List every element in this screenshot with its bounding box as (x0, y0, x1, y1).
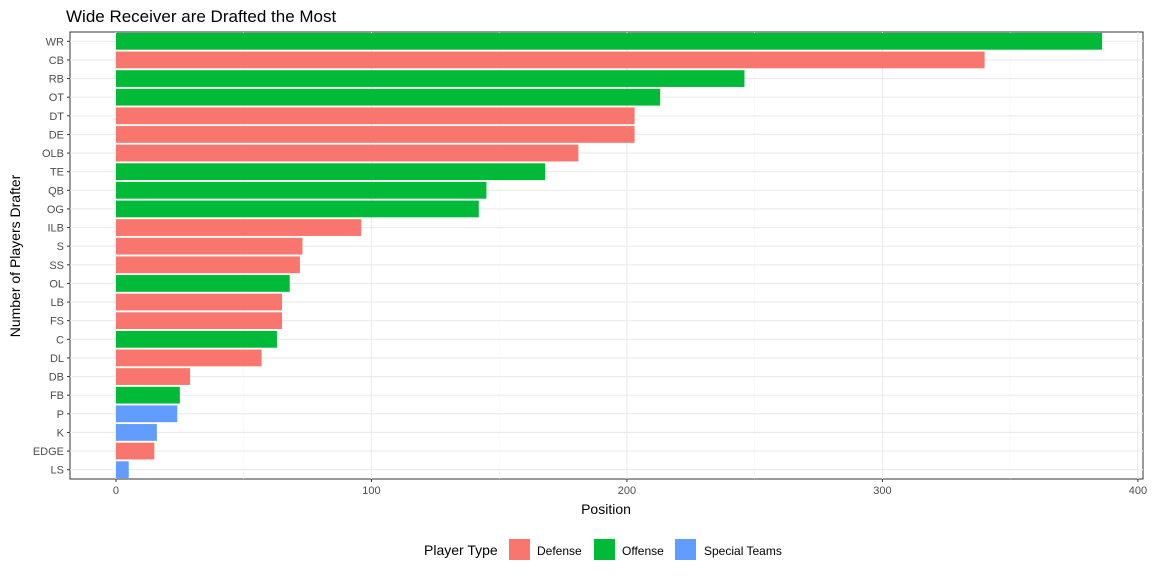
bar-og (115, 200, 479, 218)
bar-wr (115, 32, 1103, 50)
bar-ss (115, 256, 300, 274)
bar-ot (115, 88, 661, 106)
y-tick-label: C (56, 334, 64, 346)
chart-title: Wide Receiver are Drafted the Most (66, 7, 336, 26)
legend-label: Defense (537, 544, 582, 558)
bar-lb (115, 293, 283, 311)
bar-qb (115, 181, 487, 199)
y-tick-label: K (57, 427, 65, 439)
bar-de (115, 126, 635, 143)
y-tick-label: OG (47, 204, 64, 216)
y-tick-label: CB (49, 55, 64, 67)
legend-key-defense (509, 539, 530, 560)
bar-dt (115, 107, 635, 125)
y-tick-label: OT (49, 92, 65, 104)
bars (115, 32, 1103, 479)
y-tick-label: LB (51, 297, 64, 309)
x-axis-title: Position (581, 501, 631, 517)
legend: Player Type Defense Offense Special Teams (424, 539, 782, 560)
bar-ls (115, 461, 129, 479)
y-tick-label: FB (50, 390, 64, 402)
y-tick-label: DE (49, 129, 64, 141)
y-tick-label: WR (46, 36, 64, 48)
bar-ol (115, 275, 290, 292)
plot-panel (69, 31, 1144, 480)
y-tick-label: FS (50, 316, 64, 328)
bar-s (115, 237, 303, 255)
bar-edge (115, 442, 155, 460)
bar-dl (115, 349, 262, 367)
y-tick-label: EDGE (33, 446, 64, 458)
y-tick-label: RB (49, 74, 64, 86)
x-tick-label: 0 (113, 485, 119, 497)
bar-olb (115, 144, 579, 162)
x-tick-label: 400 (1129, 485, 1147, 497)
legend-key-offense (594, 539, 615, 560)
y-tick-label: DB (49, 372, 64, 384)
x-axis: 0 100 200 300 400 (113, 479, 1147, 497)
y-tick-label: S (57, 241, 64, 253)
y-tick-label: LS (51, 465, 64, 477)
y-axis: WRCBRBOTDTDEOLBTEQBOGILBSSSOLLBFSCDLDBFB… (33, 36, 70, 477)
bar-db (115, 368, 191, 385)
x-tick-label: 100 (362, 485, 380, 497)
y-tick-label: OLB (42, 148, 64, 160)
bar-cb (115, 51, 985, 69)
bar-fs (115, 312, 283, 330)
bar-ilb (115, 219, 362, 236)
y-tick-label: OL (49, 278, 64, 290)
y-tick-label: SS (49, 260, 64, 272)
y-tick-label: DT (49, 111, 64, 123)
x-tick-label: 300 (873, 485, 891, 497)
x-tick-label: 200 (618, 485, 636, 497)
bar-k (115, 424, 157, 441)
y-axis-title: Number of Players Drafter (7, 174, 23, 337)
legend-key-special-teams (675, 539, 696, 560)
y-tick-label: TE (50, 167, 64, 179)
y-tick-label: P (57, 409, 64, 421)
bar-te (115, 163, 546, 181)
y-tick-label: DL (50, 353, 64, 365)
bar-fb (115, 386, 180, 404)
bar-rb (115, 70, 745, 87)
legend-label: Special Teams (704, 544, 782, 558)
bar-c (115, 330, 277, 348)
y-tick-label: QB (48, 185, 64, 197)
y-tick-label: ILB (47, 223, 64, 235)
bar-p (115, 405, 178, 423)
legend-label: Offense (622, 544, 664, 558)
legend-title: Player Type (424, 542, 498, 558)
